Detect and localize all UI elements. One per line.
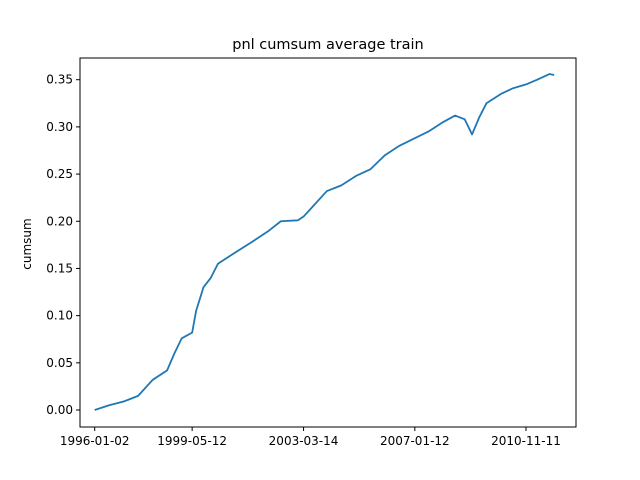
y-axis-label: cumsum [20,218,34,269]
x-axis: 1996-01-02 1999-05-12 2003-03-14 2007-01-12… [60,427,561,448]
y-tick-label: 0.30 [46,120,73,134]
x-tick-label: 2010-11-11 [491,434,561,448]
series-layer [94,73,555,411]
chart-title: pnl cumsum average train [232,37,424,53]
y-tick-label: 0.10 [46,309,73,323]
y-axis: 0.00 0.05 0.10 0.15 0.20 0.25 0.30 0.35 [46,73,80,417]
x-tick-label: 1999-05-12 [157,434,227,448]
y-tick-label: 0.35 [46,73,73,87]
x-tick-label: 2007-01-12 [380,434,450,448]
y-tick-label: 0.00 [46,403,73,417]
y-tick-label: 0.20 [46,214,73,228]
plot-frame [79,57,577,428]
x-tick-label: 1996-01-02 [60,434,130,448]
y-tick-label: 0.25 [46,167,73,181]
y-tick-label: 0.05 [46,356,73,370]
x-tick-label: 2003-03-14 [269,434,339,448]
series-line-0 [94,73,555,411]
y-tick-label: 0.15 [46,261,73,275]
